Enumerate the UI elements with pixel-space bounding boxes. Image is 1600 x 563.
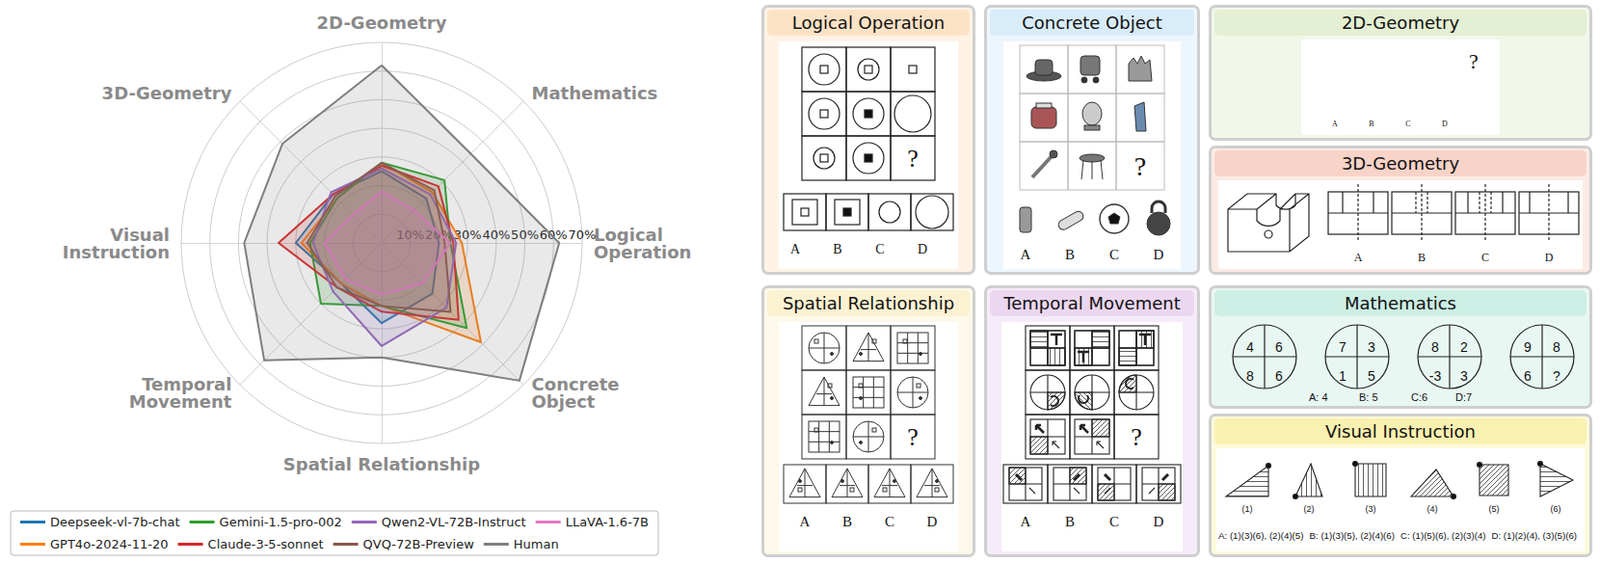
svg-text:5: 5 bbox=[1367, 368, 1376, 384]
svg-text:LLaVA-1.6-7B: LLaVA-1.6-7B bbox=[565, 514, 649, 530]
html-text:Concrete Object: Concrete Object bbox=[1021, 12, 1163, 33]
svg-text:B: B bbox=[1065, 246, 1075, 263]
svg-text:A: (1)(3)(6), (2)(4)(5): A: (1)(3)(6), (2)(4)(5) bbox=[1218, 530, 1305, 541]
svg-text:B: 5: B: 5 bbox=[1359, 391, 1379, 403]
svg-text:C: C bbox=[1109, 513, 1120, 530]
svg-text:4: 4 bbox=[1246, 339, 1254, 355]
svg-text:?: ? bbox=[1468, 49, 1479, 74]
svg-text:(6): (6) bbox=[1550, 504, 1562, 514]
svg-text:8: 8 bbox=[1431, 339, 1440, 355]
svg-text:C: C bbox=[1109, 246, 1120, 263]
svg-text:D: D bbox=[1441, 119, 1448, 129]
svg-text:2D-Geometry: 2D-Geometry bbox=[317, 12, 448, 33]
svg-text:D:7: D:7 bbox=[1455, 391, 1472, 403]
svg-text:6: 6 bbox=[1523, 368, 1532, 384]
svg-text:C:6: C:6 bbox=[1411, 391, 1428, 403]
svg-text:Movement: Movement bbox=[129, 391, 233, 412]
svg-text:Claude-3-5-sonnet: Claude-3-5-sonnet bbox=[208, 536, 324, 552]
svg-text:Gemini-1.5-pro-002: Gemini-1.5-pro-002 bbox=[219, 514, 343, 530]
svg-text:A: A bbox=[1332, 119, 1338, 129]
svg-text:B: B bbox=[1065, 513, 1075, 530]
svg-text:9: 9 bbox=[1523, 339, 1532, 355]
svg-text:Human: Human bbox=[513, 536, 560, 552]
svg-text:(2): (2) bbox=[1304, 504, 1315, 514]
svg-text:A: A bbox=[800, 513, 811, 530]
svg-text:3: 3 bbox=[1367, 339, 1376, 355]
svg-text:A: 4: A: 4 bbox=[1308, 391, 1329, 403]
svg-text:8: 8 bbox=[1552, 339, 1561, 355]
svg-text:A: A bbox=[1020, 246, 1032, 263]
svg-text:C: C bbox=[1481, 250, 1490, 265]
svg-text:GPT4o-2024-11-20: GPT4o-2024-11-20 bbox=[50, 536, 169, 552]
svg-text:D: (1)(2)(4), (3)(5)(6): D: (1)(2)(4), (3)(5)(6) bbox=[1492, 530, 1578, 541]
svg-text:6: 6 bbox=[1275, 368, 1283, 384]
svg-text:B: (1)(3)(5), (2)(4)(6): B: (1)(3)(5), (2)(4)(6) bbox=[1309, 530, 1396, 541]
svg-text:Visual: Visual bbox=[110, 224, 170, 245]
svg-text:?: ? bbox=[1134, 151, 1147, 182]
svg-text:?: ? bbox=[1552, 368, 1561, 384]
svg-text:D: D bbox=[1545, 250, 1554, 265]
svg-text:C: (1)(5)(6), (2)(3)(4): C: (1)(5)(6), (2)(3)(4) bbox=[1400, 530, 1487, 541]
html-text:3D-Geometry: 3D-Geometry bbox=[1341, 153, 1460, 174]
html-text:Visual Instruction: Visual Instruction bbox=[1325, 421, 1476, 442]
svg-text:70%: 70% bbox=[568, 227, 597, 242]
svg-text:QVQ-72B-Preview: QVQ-72B-Preview bbox=[363, 536, 476, 552]
svg-text:Temporal: Temporal bbox=[141, 374, 232, 395]
svg-text:1: 1 bbox=[1338, 368, 1347, 384]
svg-text:C: C bbox=[1405, 119, 1411, 129]
svg-text:Concrete: Concrete bbox=[531, 374, 620, 395]
svg-text:(1): (1) bbox=[1242, 504, 1254, 514]
svg-text:A: A bbox=[1020, 513, 1032, 530]
svg-text:A: A bbox=[1354, 250, 1363, 265]
svg-text:Spatial Relationship: Spatial Relationship bbox=[283, 453, 480, 475]
svg-text:?: ? bbox=[1130, 423, 1143, 452]
html-text:Spatial Relationship: Spatial Relationship bbox=[782, 293, 955, 314]
html-text:2D-Geometry: 2D-Geometry bbox=[1341, 12, 1460, 33]
svg-text:B: B bbox=[1368, 119, 1374, 129]
svg-text:D: D bbox=[1153, 513, 1165, 530]
svg-text:D: D bbox=[1153, 246, 1165, 263]
html-text:10% 20% 30% 40% 50% 60%: 10% 20% 30% 40% 50% 60% bbox=[396, 227, 568, 242]
svg-text:3: 3 bbox=[1460, 368, 1468, 384]
svg-text:B: B bbox=[842, 513, 853, 530]
svg-text:B: B bbox=[1417, 250, 1426, 265]
svg-text:-3: -3 bbox=[1429, 368, 1442, 384]
svg-text:D: D bbox=[927, 513, 938, 530]
svg-text:Deepseek-vl-7b-chat: Deepseek-vl-7b-chat bbox=[50, 514, 181, 530]
svg-text:?: ? bbox=[906, 144, 919, 173]
svg-text:8: 8 bbox=[1246, 368, 1254, 384]
svg-text:Instruction: Instruction bbox=[62, 241, 170, 263]
svg-text:6: 6 bbox=[1275, 339, 1283, 355]
svg-text:(4): (4) bbox=[1427, 504, 1439, 514]
svg-text:B: B bbox=[832, 241, 842, 257]
svg-text:C: C bbox=[884, 513, 895, 530]
svg-text:Object: Object bbox=[532, 391, 596, 412]
svg-text:Operation: Operation bbox=[593, 241, 692, 263]
svg-text:Mathematics: Mathematics bbox=[532, 82, 659, 104]
svg-text:(3): (3) bbox=[1365, 504, 1377, 514]
svg-text:7: 7 bbox=[1338, 339, 1347, 355]
html-text:Logical Operation: Logical Operation bbox=[792, 12, 945, 33]
svg-text:3D-Geometry: 3D-Geometry bbox=[102, 82, 233, 104]
svg-text:D: D bbox=[917, 241, 928, 257]
svg-text:Qwen2-VL-72B-Instruct: Qwen2-VL-72B-Instruct bbox=[381, 514, 527, 530]
html-text:Temporal Movement: Temporal Movement bbox=[1003, 293, 1181, 314]
svg-text:Logical: Logical bbox=[593, 224, 664, 245]
svg-text:C: C bbox=[875, 241, 884, 257]
svg-text:A: A bbox=[790, 241, 801, 257]
svg-text:(5): (5) bbox=[1489, 504, 1500, 514]
svg-text:?: ? bbox=[906, 423, 919, 452]
svg-text:2: 2 bbox=[1460, 339, 1468, 355]
html-text:Mathematics: Mathematics bbox=[1344, 293, 1457, 314]
